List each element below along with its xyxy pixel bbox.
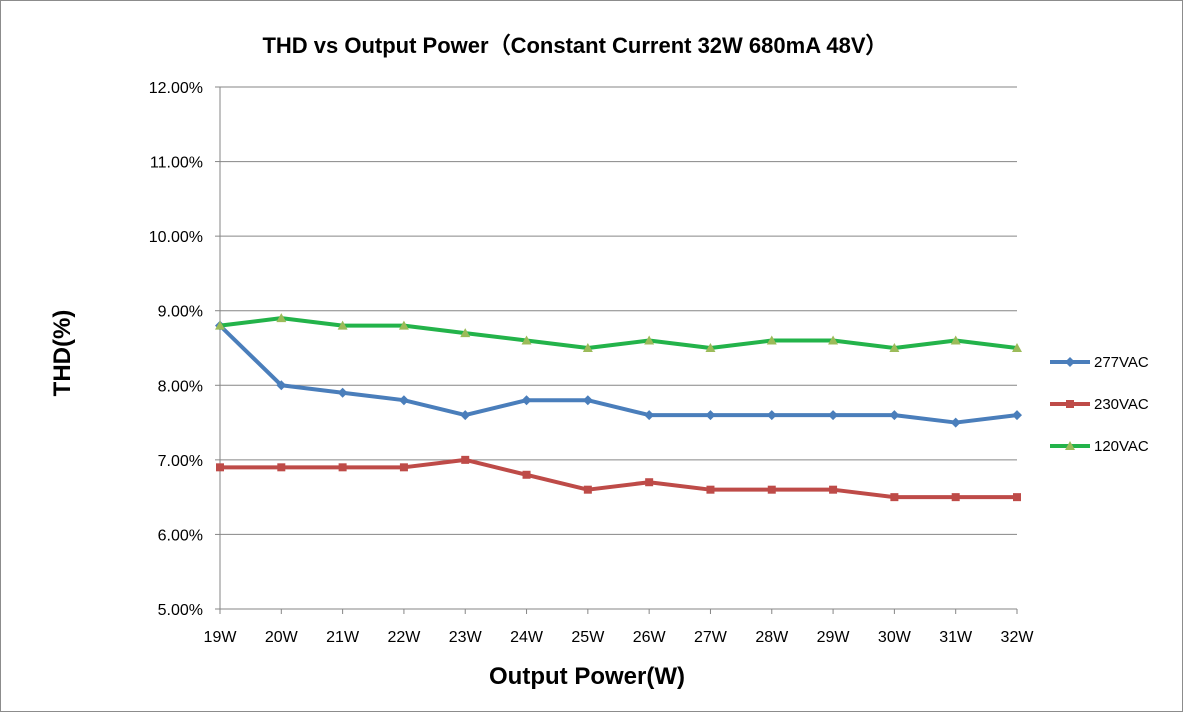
y-tick-label-4: 9.00% <box>158 304 203 321</box>
point-120VAC-20W <box>276 313 287 323</box>
x-tick-label-6: 25W <box>571 629 605 646</box>
point-120VAC-25W <box>582 343 593 352</box>
x-tick-label-2: 21W <box>326 629 360 646</box>
x-tick-label-4: 23W <box>449 629 483 646</box>
legend-item-230VAC: 230VAC <box>1050 396 1149 413</box>
legend: 277VAC 230VAC 120VAC <box>1050 354 1149 455</box>
point-230VAC-25W <box>583 485 592 494</box>
x-tick-label-7: 26W <box>633 629 667 646</box>
point-277VAC-27W <box>705 410 716 421</box>
legend-item-277VAC: 277VAC <box>1050 354 1149 371</box>
point-120VAC-27W <box>705 343 716 352</box>
point-277VAC-25W <box>582 395 593 406</box>
point-230VAC-19W <box>216 463 224 472</box>
y-tick-label-7: 12.00% <box>149 80 203 97</box>
point-120VAC-19W <box>215 320 225 330</box>
x-tick-label-12: 31W <box>939 629 973 646</box>
legend-label-120VAC: 120VAC <box>1094 438 1149 455</box>
x-tick-label-11: 30W <box>878 629 912 646</box>
point-120VAC-23W <box>460 328 471 338</box>
x-tick-label-3: 22W <box>387 629 421 646</box>
point-120VAC-29W <box>828 335 839 345</box>
series-120VAC <box>215 313 1022 352</box>
x-tick-label-10: 29W <box>817 629 851 646</box>
point-120VAC-24W <box>521 335 532 345</box>
y-tick-label-3: 8.00% <box>158 378 203 395</box>
point-230VAC-24W <box>522 470 531 479</box>
point-277VAC-20W <box>276 380 287 391</box>
series-line-230VAC <box>220 457 1017 500</box>
point-277VAC-26W <box>644 410 655 421</box>
x-axis-ticks: 19W 20W 21W 22W 23W 24W 25W 26W 27W 28W 29W 30W 31W 3… <box>204 609 1035 646</box>
point-230VAC-32W <box>1013 493 1021 502</box>
series-line-120VAC <box>219 316 1018 350</box>
gridlines <box>220 86 1017 535</box>
x-tick-label-5: 24W <box>510 629 544 646</box>
point-230VAC-22W <box>399 463 408 472</box>
y-axis-ticks: 5.00% 6.00% 7.00% 8.00% 9.00% 10.00% 11.00% 12.… <box>149 80 220 619</box>
point-277VAC-28W <box>766 410 777 421</box>
x-tick-label-0: 19W <box>204 629 238 646</box>
point-277VAC-23W <box>460 410 471 421</box>
x-tick-label-1: 20W <box>265 629 299 646</box>
point-230VAC-28W <box>767 485 776 494</box>
point-277VAC-32W <box>1012 410 1022 421</box>
point-230VAC-30W <box>890 493 899 502</box>
point-277VAC-21W <box>337 387 348 398</box>
x-axis-title: Output Power(W) <box>489 663 685 690</box>
legend-label-277VAC: 277VAC <box>1094 354 1149 371</box>
series-230VAC <box>216 455 1021 502</box>
point-120VAC-31W <box>950 335 961 345</box>
point-120VAC-22W <box>398 320 409 330</box>
point-230VAC-20W <box>277 463 286 472</box>
y-tick-label-6: 11.00% <box>150 155 203 172</box>
series-line-277VAC <box>218 324 1018 425</box>
y-tick-label-1: 6.00% <box>158 527 203 544</box>
chart-title: THD vs Output Power（Constant Current 32W… <box>262 33 887 58</box>
point-277VAC-29W <box>828 410 839 421</box>
legend-label-230VAC: 230VAC <box>1094 396 1149 413</box>
point-277VAC-30W <box>889 410 900 421</box>
legend-marker-277VAC <box>1065 357 1075 367</box>
point-230VAC-31W <box>951 493 960 502</box>
x-tick-label-13: 32W <box>1001 629 1035 646</box>
point-277VAC-24W <box>521 395 532 406</box>
point-120VAC-26W <box>644 335 655 345</box>
point-120VAC-28W <box>766 335 777 345</box>
y-tick-label-0: 5.00% <box>158 602 203 619</box>
point-120VAC-21W <box>337 320 348 330</box>
series-277VAC <box>215 320 1022 428</box>
point-230VAC-26W <box>645 478 654 487</box>
x-tick-label-9: 28W <box>755 629 789 646</box>
point-230VAC-23W <box>461 455 470 464</box>
plot-area <box>219 87 1017 610</box>
y-tick-label-2: 7.00% <box>158 453 203 470</box>
y-axis-title: THD(%) <box>49 310 76 397</box>
legend-item-120VAC: 120VAC <box>1050 438 1149 455</box>
legend-marker-230VAC <box>1066 400 1074 408</box>
point-230VAC-27W <box>706 485 715 494</box>
x-tick-label-8: 27W <box>694 629 728 646</box>
legend-marker-120VAC <box>1065 441 1075 450</box>
series-lines <box>215 313 1022 502</box>
point-277VAC-22W <box>398 395 409 406</box>
point-230VAC-29W <box>829 485 838 494</box>
point-120VAC-30W <box>889 343 900 352</box>
point-120VAC-32W <box>1012 343 1022 352</box>
y-tick-label-5: 10.00% <box>149 229 203 246</box>
point-230VAC-21W <box>338 463 347 472</box>
point-277VAC-31W <box>950 417 961 428</box>
